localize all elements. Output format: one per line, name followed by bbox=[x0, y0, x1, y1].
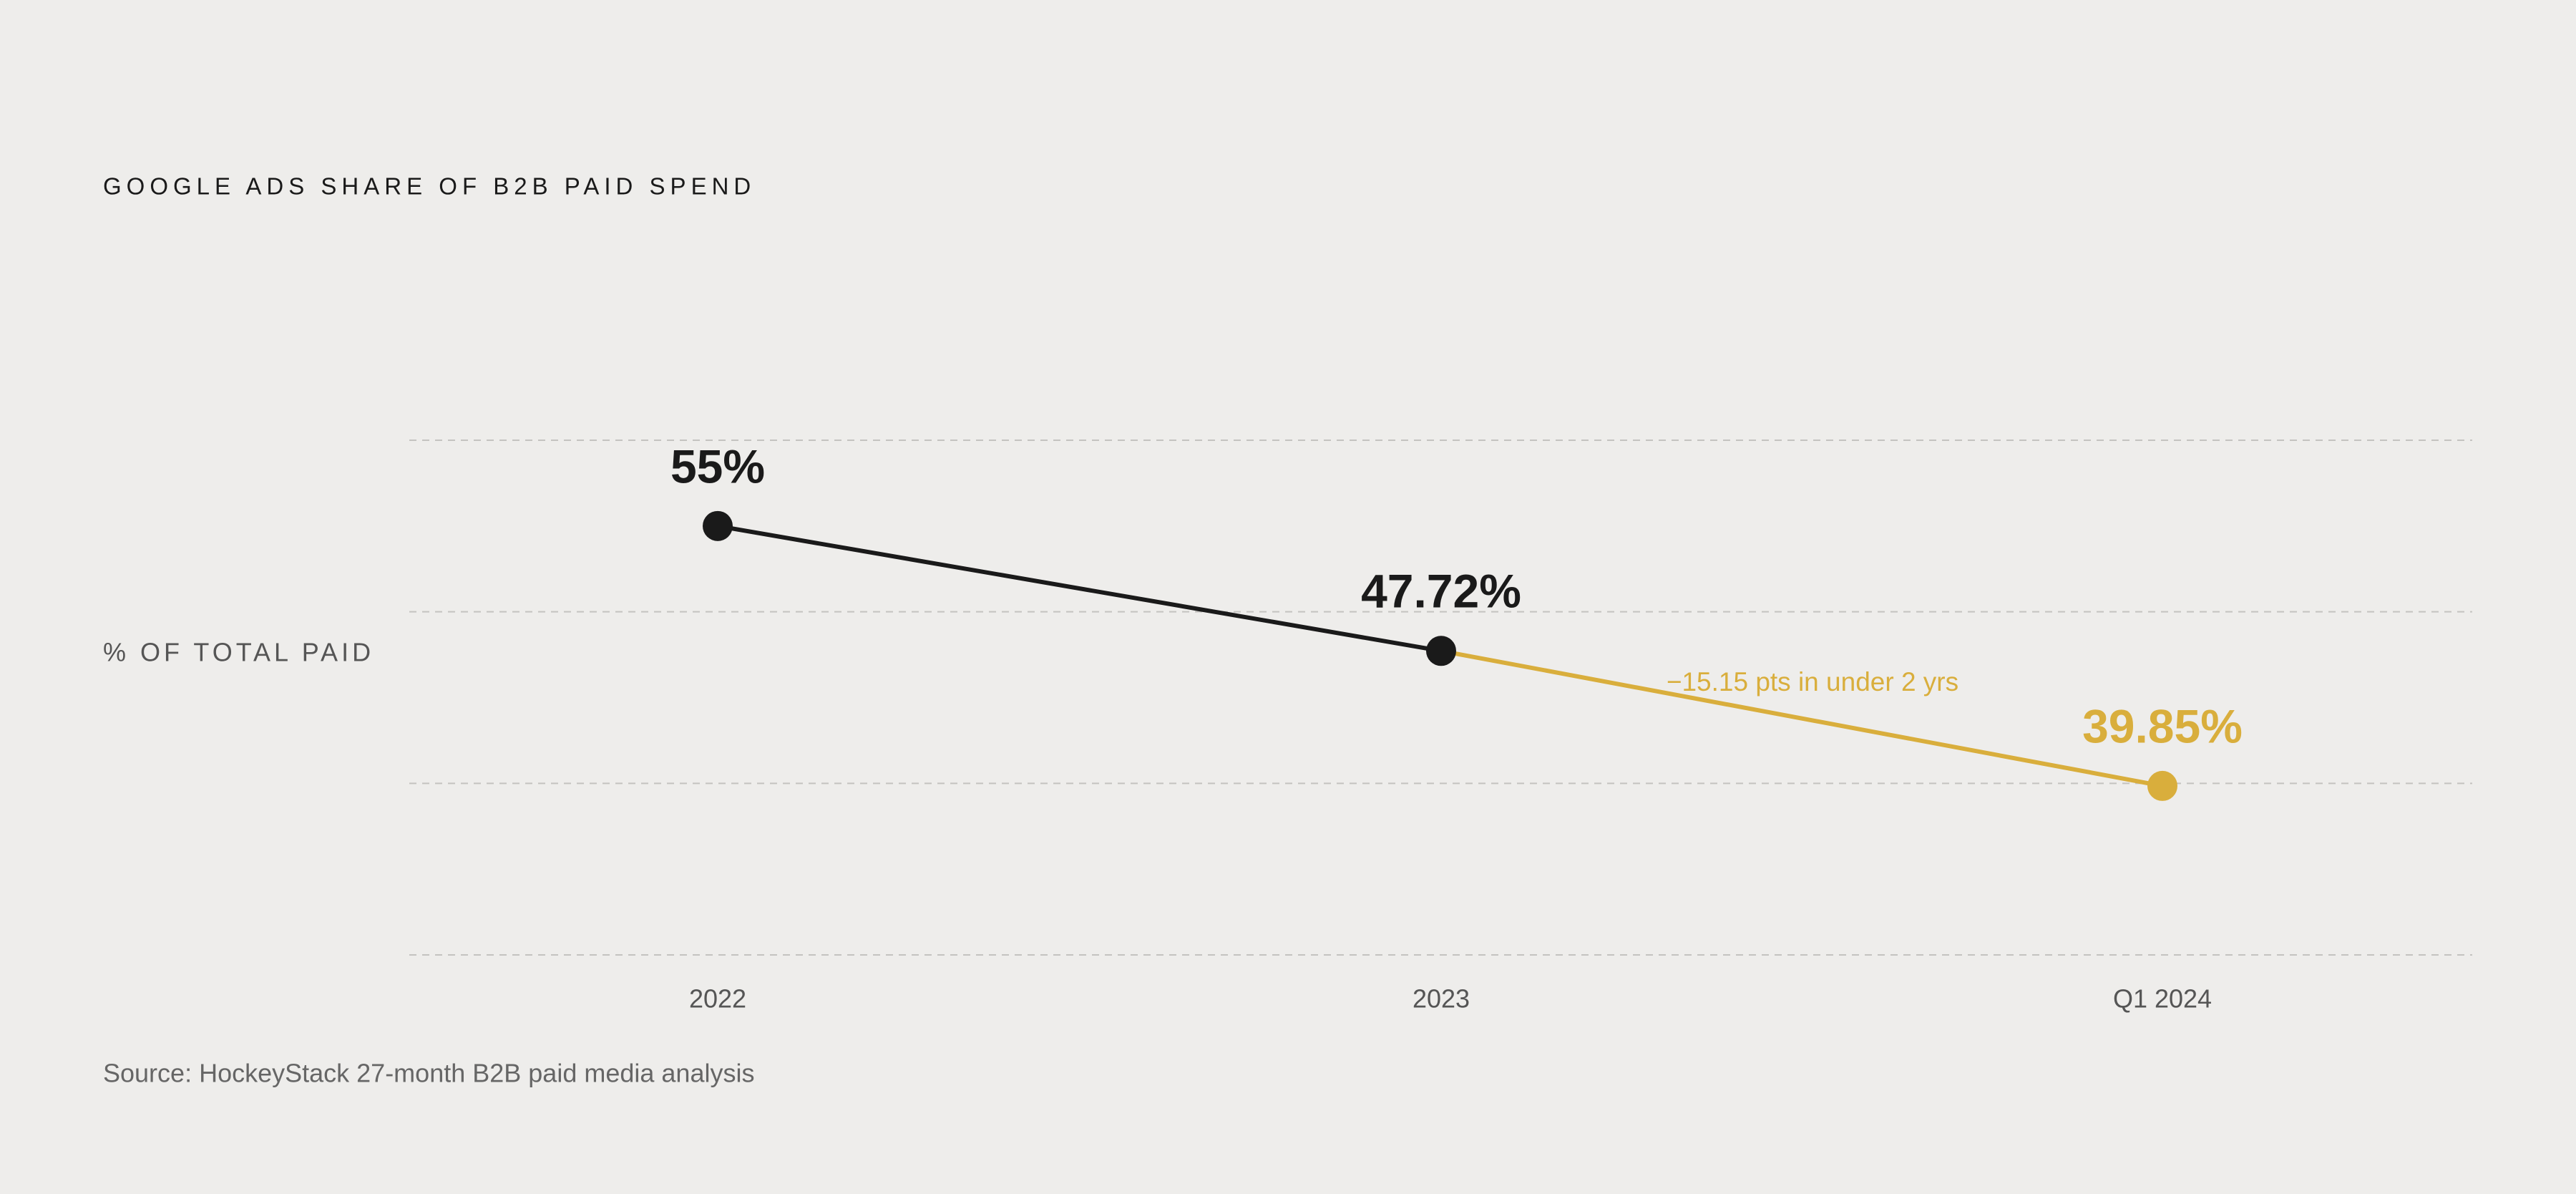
annotation: −15.15 pts in under 2 yrs bbox=[1667, 667, 1958, 696]
x-tick-label: Q1 2024 bbox=[2113, 984, 2212, 1014]
data-label: 55% bbox=[670, 440, 765, 492]
x-tick-label: 2023 bbox=[1413, 984, 1470, 1014]
data-label: 39.85% bbox=[2082, 699, 2243, 752]
point bbox=[1426, 636, 1456, 666]
line-segment bbox=[1440, 649, 2163, 788]
y-axis-label: % OF TOTAL PAID bbox=[103, 638, 374, 667]
point bbox=[703, 510, 733, 541]
point bbox=[2147, 770, 2177, 801]
line-segment bbox=[717, 523, 1442, 654]
source: Source: HockeyStack 27-month B2B paid me… bbox=[103, 1059, 754, 1088]
x-tick-label: 2022 bbox=[689, 984, 746, 1014]
chart-title: GOOGLE ADS SHARE OF B2B PAID SPEND bbox=[103, 173, 756, 200]
data-label: 47.72% bbox=[1361, 565, 1521, 618]
